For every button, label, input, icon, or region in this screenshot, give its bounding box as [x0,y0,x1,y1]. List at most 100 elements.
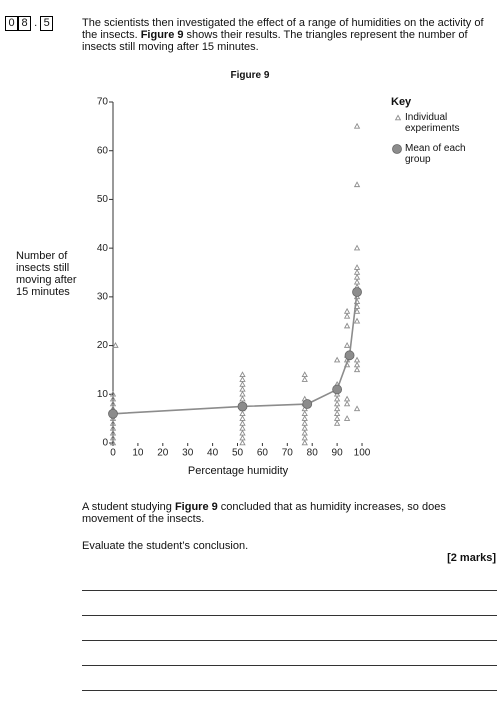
triangle [239,434,246,441]
triangle [353,273,361,280]
y-tick-label: 70 [97,97,109,108]
triangle [333,419,341,426]
triangle [343,395,351,402]
triangle [353,244,361,251]
x-axis-label: Percentage humidity [187,465,289,477]
text: Figure 9 [174,501,218,513]
answer-line [82,690,497,691]
triangle [333,400,341,407]
triangle [112,342,119,348]
triangle [353,264,361,270]
legend-label: Mean of each group [405,143,466,165]
triangle [109,424,117,431]
triangle [353,405,361,412]
triangle [109,439,117,446]
x-tick-label: 30 [182,448,194,459]
marks: [2 marks] [447,552,496,564]
triangle [333,415,341,421]
triangle [353,268,361,275]
mean-point [344,350,355,361]
y-tick-label: 60 [97,145,109,156]
triangle [343,415,351,421]
triangle [109,395,117,402]
triangle [239,419,246,426]
triangle [301,434,308,441]
qn-digit: 8 [18,16,31,31]
mean-point [332,384,343,395]
triangle [353,356,361,363]
triangle [301,371,308,378]
triangle [239,410,246,417]
triangle [301,429,308,436]
triangle [239,439,246,446]
legend-marker [394,114,402,121]
triangle [301,424,308,431]
triangle [239,385,246,392]
triangle [343,400,351,407]
text: The scientists then investigated the eff… [82,17,484,41]
mean-point [302,399,313,409]
y-axis-label: Number of insects still moving after 15 … [16,250,77,298]
x-tick-label: 0 [110,448,116,459]
triangle [301,415,308,421]
y-tick-label: 50 [97,194,109,205]
triangle [239,424,246,431]
x-tick-label: 20 [157,448,169,459]
triangle [353,307,361,314]
answer-line [82,615,497,616]
x-tick-label: 90 [332,448,344,459]
triangle [239,415,246,421]
answer-line [82,665,497,666]
qn-digit: 5 [40,16,54,31]
instruction: Evaluate the student’s conclusion. [82,540,249,552]
answer-line [82,590,497,591]
triangle [239,376,246,382]
y-tick-label: 40 [97,243,109,254]
triangle [109,429,117,436]
triangle [353,361,361,368]
x-tick-label: 80 [307,448,319,459]
y-tick-label: 0 [102,438,108,449]
triangle [239,395,246,402]
x-tick-label: 60 [257,448,269,459]
triangle [301,376,308,382]
triangle [343,312,351,319]
triangle [239,390,246,397]
triangle [239,429,246,436]
mean-point [352,287,362,297]
triangle [301,410,308,417]
triangle [333,410,341,417]
mean-line [112,291,358,415]
x-tick-label: 10 [132,448,144,459]
triangle [333,405,341,412]
x-tick-label: 40 [207,448,219,459]
text: Figure 9 [140,29,184,41]
triangle [109,434,117,441]
y-tick-label: 20 [97,340,109,351]
triangle [333,356,341,363]
y-tick-label: 10 [97,389,109,400]
text: shows their results. The triangles repre… [82,29,468,53]
figure-title: Figure 9 [230,70,270,81]
qn-digit: 0 [5,16,18,31]
legend-label: Individual experiments [405,112,460,134]
qn-separator: . [34,17,38,29]
triangle [109,400,117,407]
triangle [353,181,361,188]
triangle [353,278,361,285]
y-tick-label: 30 [97,291,109,302]
triangle [353,366,361,373]
intro: The scientists then investigated the eff… [82,17,492,53]
triangle [343,322,351,329]
triangle [333,395,341,402]
triangle [301,419,308,426]
answer-line [82,640,497,641]
triangle [343,342,351,348]
triangle [109,419,117,426]
legend-marker [392,144,402,154]
x-tick-label: 50 [232,448,244,459]
x-tick-label: 70 [282,448,294,459]
